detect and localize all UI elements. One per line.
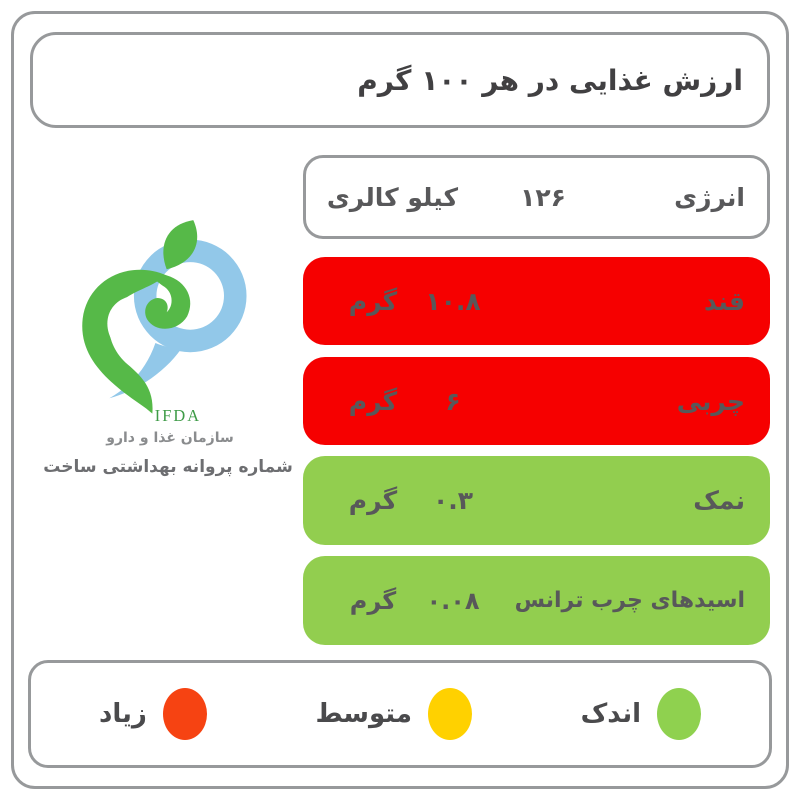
nutrient-unit: گرم (349, 586, 397, 615)
nutrient-unit: گرم (348, 386, 398, 416)
legend-item-medium: متوسط (316, 688, 472, 740)
ifda-logo: IFDA (52, 216, 267, 428)
nutrient-value: ۱۰.۸ (425, 286, 481, 316)
nutrient-unit: گرم (348, 486, 398, 515)
logo-top-leaf (163, 220, 198, 270)
nutrient-label: چربی (676, 386, 745, 416)
nutrient-value: ۰.۰۸ (426, 586, 480, 615)
logo-spiral-hook (145, 275, 191, 329)
nutrient-value: ۰.۳ (432, 486, 473, 515)
low-level-dot-icon (657, 688, 701, 740)
nutrient-label: نمک (693, 486, 745, 515)
logo-inner-leaf (107, 296, 132, 343)
license-caption: شماره پروانه بهداشتی ساخت (43, 457, 293, 477)
title-box: ارزش غذایی در هر ۱۰۰ گرم (30, 32, 770, 128)
nutrient-label: قند (703, 286, 745, 316)
nutrient-value: ۶ (445, 386, 461, 416)
legend-item-low: اندک (581, 688, 701, 740)
logo-heart-crescent (82, 269, 167, 414)
nutrient-label: اسیدهای چرب ترانس (514, 588, 745, 613)
nutrient-unit: گرم (348, 286, 398, 316)
organization-name: سازمان غذا و دارو (106, 430, 234, 446)
energy-row: انرژی ۱۲۶ کیلو کالری (303, 155, 770, 239)
legend-label: متوسط (315, 699, 412, 729)
energy-label: انرژی (674, 182, 745, 212)
ifda-logo-icon: IFDA (82, 220, 247, 425)
logo-blue-tail (109, 342, 181, 399)
page-title: ارزش غذایی در هر ۱۰۰ گرم (357, 63, 743, 97)
legend-box: اندک متوسط زیاد (28, 660, 772, 768)
legend-item-high: زیاد (99, 688, 207, 740)
energy-value: ۱۲۶ (520, 182, 566, 212)
nutrient-row-trans-fat: اسیدهای چرب ترانس ۰.۰۸ گرم (303, 556, 770, 645)
ifda-wordmark: IFDA (155, 406, 201, 425)
medium-level-dot-icon (427, 688, 472, 740)
nutrient-row-salt: نمک ۰.۳ گرم (303, 456, 770, 545)
nutrient-row-sugar: قند ۱۰.۸ گرم (303, 257, 770, 345)
legend-label: اندک (580, 699, 641, 729)
nutrient-row-fat: چربی ۶ گرم (303, 357, 770, 445)
high-level-dot-icon (162, 688, 207, 740)
legend-label: زیاد (99, 699, 147, 729)
logo-blue-ring (133, 239, 247, 353)
energy-unit: کیلو کالری (326, 182, 458, 212)
